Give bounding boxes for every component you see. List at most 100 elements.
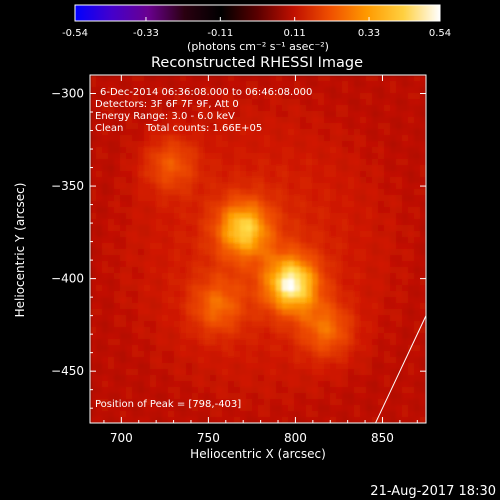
heatmap-cell (102, 273, 109, 280)
heatmap-cell (396, 207, 403, 214)
heatmap-cell (264, 357, 271, 364)
heatmap-cell (222, 99, 229, 106)
heatmap-cell (300, 291, 307, 298)
heatmap-cell (318, 159, 325, 166)
heatmap-cell (234, 213, 241, 220)
heatmap-cell (108, 81, 115, 88)
heatmap-cell (210, 375, 217, 382)
heatmap-cell (348, 291, 355, 298)
heatmap-cell (198, 159, 205, 166)
heatmap-cell (222, 135, 229, 142)
heatmap-cell (342, 201, 349, 208)
heatmap-cell (378, 261, 385, 268)
heatmap-cell (342, 273, 349, 280)
heatmap-cell (402, 375, 409, 382)
heatmap-cell (354, 123, 361, 130)
heatmap-cell (342, 111, 349, 118)
heatmap-cell (96, 111, 103, 118)
heatmap-cell (258, 393, 265, 400)
heatmap-cell (150, 249, 157, 256)
heatmap-cell (210, 93, 217, 100)
heatmap-cell (258, 177, 265, 184)
heatmap-cell (312, 213, 319, 220)
heatmap-cell (366, 417, 373, 423)
heatmap-cell (288, 213, 295, 220)
heatmap-cell (252, 363, 259, 370)
heatmap-cell (396, 135, 403, 142)
heatmap-cell (360, 417, 367, 423)
heatmap-cell (168, 273, 175, 280)
heatmap-cell (294, 117, 301, 124)
heatmap-cell (258, 411, 265, 418)
heatmap-cell (288, 327, 295, 334)
x-tick-label: 700 (110, 431, 133, 445)
heatmap-cell (264, 405, 271, 412)
heatmap-cell (396, 87, 403, 94)
heatmap-cell (174, 147, 181, 154)
heatmap-cell (312, 357, 319, 364)
heatmap-cell (180, 243, 187, 250)
heatmap-cell (210, 129, 217, 136)
heatmap-cell (102, 207, 109, 214)
heatmap-cell (186, 159, 193, 166)
heatmap-cell (378, 213, 385, 220)
heatmap-cell (186, 279, 193, 286)
heatmap-cell (294, 321, 301, 328)
heatmap-cell (342, 177, 349, 184)
heatmap-cell (288, 333, 295, 340)
heatmap-cell (132, 309, 139, 316)
heatmap-cell (138, 189, 145, 196)
heatmap-cell (90, 105, 97, 112)
heatmap-cell (384, 411, 391, 418)
heatmap-cell (420, 165, 426, 172)
heatmap-cell (228, 321, 235, 328)
heatmap-cell (282, 339, 289, 346)
heatmap-cell (114, 117, 121, 124)
heatmap-cell (342, 261, 349, 268)
heatmap-cell (198, 375, 205, 382)
heatmap-cell (390, 357, 397, 364)
heatmap-cell (324, 87, 331, 94)
heatmap-cell (342, 405, 349, 412)
heatmap-cell (318, 327, 325, 334)
heatmap-cell (318, 75, 325, 82)
heatmap-cell (420, 231, 426, 238)
heatmap-cell (336, 321, 343, 328)
heatmap-cell (330, 93, 337, 100)
heatmap-cell (378, 393, 385, 400)
heatmap-cell (324, 333, 331, 340)
heatmap-cell (252, 405, 259, 412)
heatmap-cell (234, 285, 241, 292)
heatmap-cell (282, 321, 289, 328)
heatmap-cell (402, 93, 409, 100)
heatmap-cell (114, 405, 121, 412)
heatmap-cell (96, 231, 103, 238)
heatmap-cell (168, 387, 175, 394)
heatmap-cell (354, 195, 361, 202)
heatmap-cell (150, 135, 157, 142)
heatmap-cell (348, 261, 355, 268)
heatmap-cell (180, 285, 187, 292)
heatmap-cell (120, 177, 127, 184)
heatmap-cell (312, 279, 319, 286)
heatmap-cell (222, 249, 229, 256)
heatmap-cell (150, 309, 157, 316)
heatmap-cell (294, 285, 301, 292)
heatmap-cell (264, 411, 271, 418)
heatmap-cell (360, 255, 367, 262)
heatmap-cell (264, 201, 271, 208)
heatmap-cell (108, 249, 115, 256)
heatmap-cell (120, 237, 127, 244)
heatmap-cell (348, 201, 355, 208)
heatmap-cell (408, 369, 415, 376)
heatmap-cell (234, 375, 241, 382)
heatmap-cell (402, 315, 409, 322)
heatmap-cell (222, 333, 229, 340)
heatmap-cell (120, 345, 127, 352)
heatmap-cell (198, 213, 205, 220)
heatmap-cell (126, 189, 133, 196)
heatmap-cell (168, 99, 175, 106)
heatmap-cell (90, 207, 97, 214)
colorbar-tick-label: 0.11 (284, 28, 306, 39)
heatmap-cell (168, 255, 175, 262)
